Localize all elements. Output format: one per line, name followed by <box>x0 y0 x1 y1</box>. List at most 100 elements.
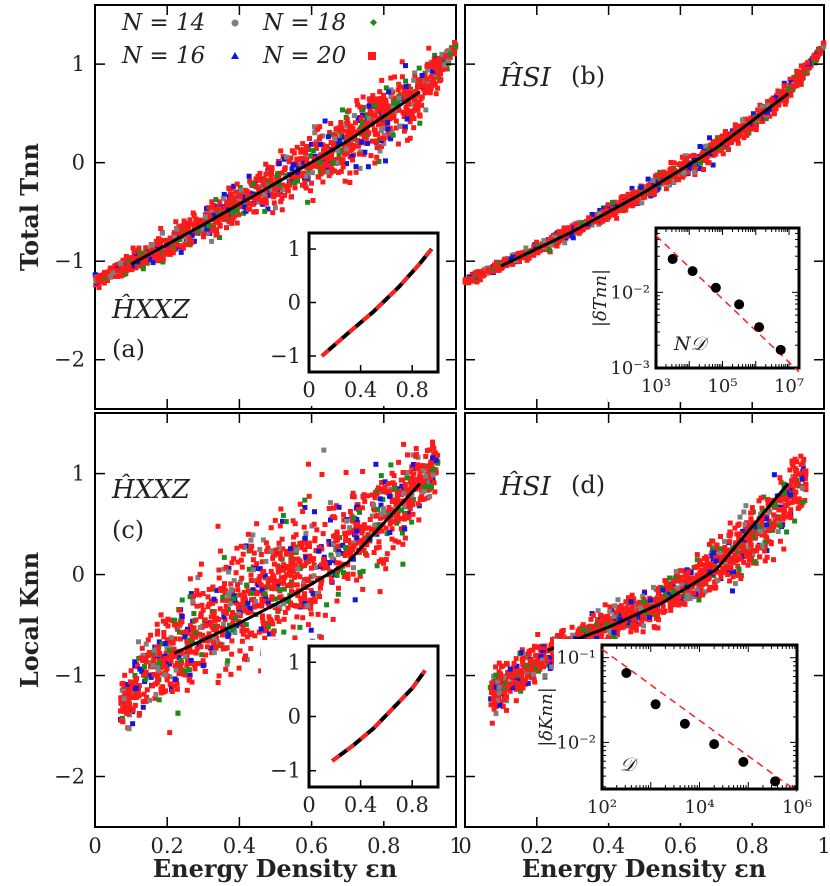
data-point <box>414 478 420 484</box>
inset-data-point <box>775 344 786 355</box>
data-point <box>248 547 254 553</box>
data-point <box>229 560 235 566</box>
data-point <box>488 696 494 702</box>
data-point <box>817 50 823 56</box>
data-point <box>172 617 178 623</box>
data-point <box>294 556 300 562</box>
data-point <box>298 156 304 161</box>
panel-c-inset: 10−10 0.4 0.8 <box>261 640 446 821</box>
data-point <box>266 577 272 583</box>
data-point <box>178 663 184 669</box>
inset-y-tick-label: −1 <box>270 759 301 783</box>
data-point <box>500 704 506 709</box>
data-point <box>393 118 399 124</box>
data-point <box>281 586 287 592</box>
data-point <box>218 548 223 554</box>
data-point <box>726 147 731 152</box>
data-point <box>224 661 230 667</box>
data-point <box>304 555 310 560</box>
data-point <box>415 106 421 112</box>
data-point <box>331 540 336 546</box>
data-point <box>279 207 285 213</box>
data-point <box>120 705 126 711</box>
data-point <box>279 187 285 193</box>
data-point <box>605 202 611 208</box>
data-point <box>701 167 706 172</box>
data-point <box>118 270 124 276</box>
data-point <box>320 565 326 571</box>
data-point <box>125 684 131 690</box>
data-point <box>121 696 127 702</box>
data-point <box>342 151 347 157</box>
data-point <box>280 567 286 573</box>
data-point <box>360 568 366 574</box>
data-point <box>645 176 651 182</box>
data-point <box>666 179 672 185</box>
data-point <box>676 177 681 183</box>
data-point <box>288 600 293 606</box>
y-tick-label: −2 <box>54 765 85 789</box>
data-point <box>425 63 431 69</box>
data-point <box>101 280 107 286</box>
data-point <box>307 167 313 173</box>
data-point <box>381 560 386 566</box>
data-point <box>798 453 804 459</box>
data-point <box>281 601 286 607</box>
data-point <box>148 242 154 248</box>
data-point <box>137 711 142 716</box>
y-tick-label: −1 <box>54 664 85 688</box>
data-point <box>403 84 409 89</box>
data-point <box>266 614 272 620</box>
data-point <box>282 609 288 615</box>
data-point <box>276 618 282 624</box>
data-point <box>727 520 733 526</box>
data-point <box>735 136 741 142</box>
data-point <box>556 229 562 235</box>
data-point <box>220 196 226 202</box>
data-point <box>679 154 685 160</box>
data-point <box>412 97 417 103</box>
data-point <box>184 639 190 645</box>
data-point <box>388 93 394 99</box>
data-point <box>610 199 615 205</box>
data-point <box>429 65 434 71</box>
data-point <box>364 552 370 558</box>
data-point <box>325 163 331 169</box>
panel-d: 0 0.2 0.4 0.6 0.8 1 ĤSI (d) 10² 10⁴ 10⁶10⁻¹10⁻²… <box>458 412 830 858</box>
data-point <box>254 603 260 609</box>
data-point <box>276 540 282 546</box>
data-point <box>292 185 298 191</box>
data-point <box>683 153 689 159</box>
data-point <box>562 240 568 246</box>
data-point <box>254 521 260 527</box>
data-point <box>308 188 313 194</box>
data-point <box>273 596 278 602</box>
data-point <box>297 501 303 507</box>
data-point <box>233 189 239 195</box>
data-point <box>248 578 254 583</box>
data-point <box>372 495 378 501</box>
data-point <box>197 631 203 637</box>
data-point <box>125 682 131 687</box>
data-point <box>325 134 331 140</box>
data-point <box>140 699 146 705</box>
data-point <box>105 269 111 275</box>
inset-x-tick-label: 0.8 <box>395 378 428 402</box>
data-point <box>277 595 283 601</box>
data-point <box>177 607 182 613</box>
data-point <box>220 646 226 652</box>
data-point <box>233 615 239 621</box>
inset-fit-line <box>655 235 800 373</box>
data-point <box>279 195 285 201</box>
data-point <box>173 667 179 673</box>
data-point <box>179 614 185 619</box>
data-point <box>208 614 214 620</box>
x-tick-label: 1 <box>449 834 462 858</box>
data-point <box>205 644 210 650</box>
data-point <box>753 127 759 133</box>
legend-n14: N = 14 <box>121 10 205 36</box>
data-point <box>425 67 431 73</box>
data-point <box>430 442 436 448</box>
panel-a: 10−1−2 N = 14 N = 18 N = 16 N = 20 ĤXXZ … <box>54 4 459 410</box>
data-point <box>378 515 383 521</box>
